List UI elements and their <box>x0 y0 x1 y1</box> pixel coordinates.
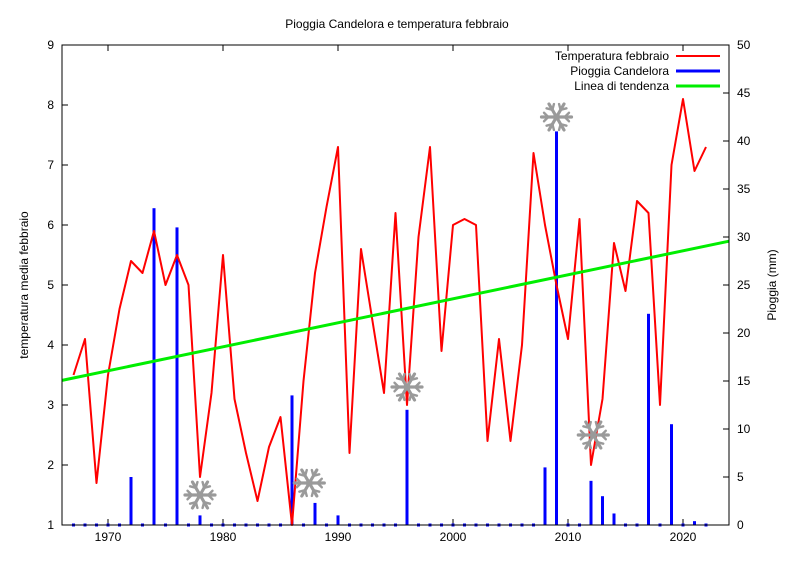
snowflake-branch <box>295 481 303 489</box>
snowflake-branch <box>596 440 605 445</box>
snowflake-branch <box>393 385 400 393</box>
rain-bar <box>589 480 593 525</box>
snowflake-core <box>196 491 204 499</box>
snowflake-layer <box>183 102 610 510</box>
rain-bar <box>152 208 156 525</box>
snowflake-branch <box>559 122 568 127</box>
snowflake-core <box>553 113 560 121</box>
snowflake-branch <box>594 420 599 430</box>
y2-tick-label: 40 <box>737 134 751 148</box>
snowflake-branch <box>186 493 193 501</box>
y-tick-label: 3 <box>47 398 54 412</box>
y2-tick-label: 45 <box>737 86 751 100</box>
temperature-line <box>72 98 707 526</box>
rain-bar <box>129 477 133 525</box>
y2-tick-label: 25 <box>737 278 751 292</box>
snowflake-icon <box>292 468 326 498</box>
y-tick-label: 1 <box>47 518 54 532</box>
snowflake-branch <box>188 485 198 490</box>
rain-bar <box>555 131 558 525</box>
series-layer <box>61 98 730 527</box>
y-tick-label: 6 <box>47 218 54 232</box>
rain-bar <box>612 513 616 525</box>
chart-title: Pioggia Candelora e temperatura febbraio <box>285 17 509 31</box>
y-tick-label: 4 <box>47 338 54 352</box>
snowflake-core <box>403 383 411 391</box>
snowflake-branch <box>545 107 554 112</box>
snowflake-branch <box>551 122 556 132</box>
y-tick-label: 2 <box>47 458 54 472</box>
snowflake-branch <box>542 115 550 123</box>
snowflake-branch <box>409 392 419 397</box>
plot-frame <box>61 44 730 526</box>
y-tick-label: 9 <box>47 38 54 52</box>
snowflake-branch <box>582 425 591 430</box>
rain-bar <box>693 521 696 525</box>
rain-bar <box>175 227 179 525</box>
y-tick-label: 7 <box>47 158 54 172</box>
snowflake-branch <box>194 500 199 510</box>
snowflake-branch <box>563 111 571 119</box>
snowflake-branch <box>303 488 308 498</box>
snowflake-branch <box>207 489 214 497</box>
snowflake-branch <box>312 488 321 493</box>
x-tick-label: 1980 <box>210 530 237 544</box>
rain-bar <box>647 313 650 525</box>
rain-bar <box>543 467 547 525</box>
snowflake-branch <box>587 440 592 450</box>
x-tick-label: 2000 <box>440 530 467 544</box>
rain-bar <box>198 515 202 525</box>
snowflake-branch <box>557 102 562 112</box>
y2-tick-label: 35 <box>737 182 751 196</box>
rain-bar <box>670 424 673 525</box>
trend-line <box>61 239 730 382</box>
legend-label: Pioggia Candelora <box>570 64 669 78</box>
y-tick-label: 5 <box>47 278 54 292</box>
rain-bar <box>601 496 604 525</box>
y2-tick-label: 50 <box>737 38 751 52</box>
snowflake-branch <box>316 477 323 485</box>
snowflake-branch <box>395 377 405 382</box>
snowflake-branch <box>579 433 587 441</box>
y2-tick-label: 15 <box>737 374 751 388</box>
snowflake-icon <box>390 372 424 402</box>
y2-tick-label: 10 <box>737 422 751 436</box>
rain-bar <box>336 515 340 525</box>
snowflake-icon <box>539 102 574 132</box>
legend-label: Linea di tendenza <box>574 79 669 93</box>
y2-tick-label: 30 <box>737 230 751 244</box>
snowflake-branch <box>202 500 212 505</box>
rain-bar <box>405 409 409 525</box>
snowflake-branch <box>298 473 307 478</box>
y2-axis-label: Pioggia (mm) <box>765 249 779 320</box>
axis-ticks: 1970 1980 1990 2000 2010 20201234567890510152… <box>47 38 750 544</box>
y2-tick-label: 5 <box>737 470 744 484</box>
snowflake-branch <box>401 392 406 402</box>
y2-tick-label: 20 <box>737 326 751 340</box>
rain-bar <box>313 502 317 525</box>
x-tick-label: 1990 <box>325 530 352 544</box>
snowflake-branch <box>414 381 421 389</box>
y-axis-label: temperatura media febbraio <box>17 211 31 359</box>
snowflake-branch <box>408 372 413 382</box>
snowflake-icon <box>576 420 610 450</box>
x-tick-label: 2010 <box>555 530 582 544</box>
legend-label: Temperatura febbraio <box>555 49 669 63</box>
y2-tick-label: 0 <box>737 518 744 532</box>
snowflake-branch <box>310 468 315 478</box>
rain-bar <box>290 395 294 525</box>
snowflake-branch <box>201 480 206 490</box>
snowflake-core <box>589 431 597 439</box>
y-tick-label: 8 <box>47 98 54 112</box>
x-tick-label: 2020 <box>670 530 697 544</box>
x-tick-label: 1970 <box>95 530 122 544</box>
snowflake-core <box>305 479 313 487</box>
snowflake-branch <box>600 429 607 437</box>
snowflake-icon <box>183 480 217 510</box>
